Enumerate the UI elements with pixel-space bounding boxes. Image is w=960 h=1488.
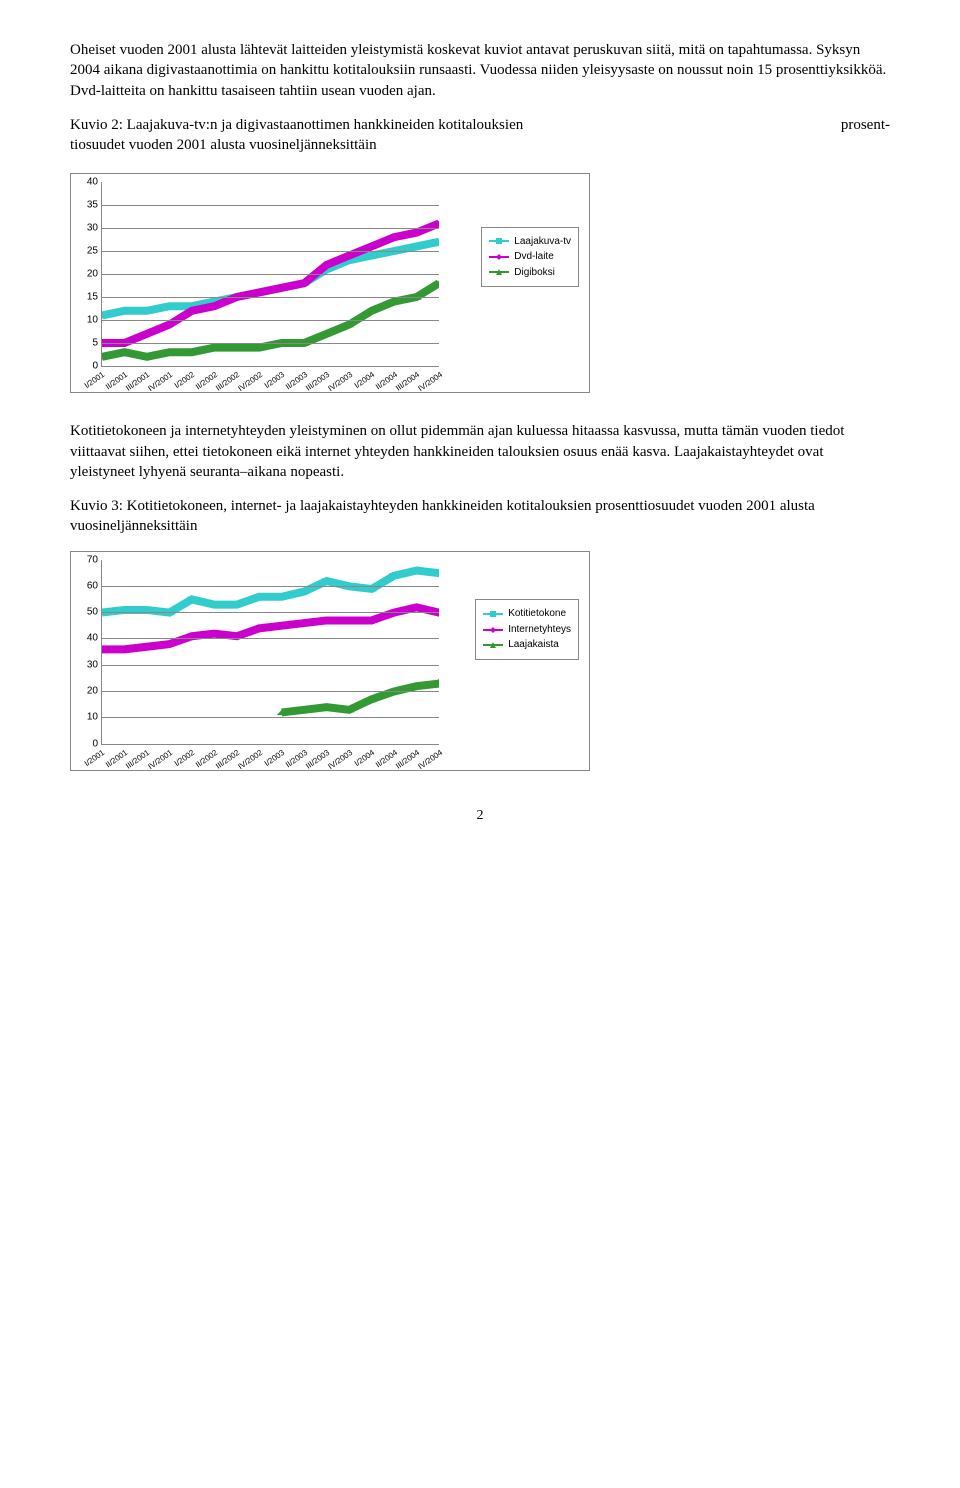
y-tick: 10	[76, 710, 98, 724]
legend-item: Laajakaista	[483, 638, 571, 652]
x-tick: III/2001	[124, 748, 152, 772]
y-tick: 40	[76, 176, 98, 190]
x-tick: II/2004	[374, 370, 400, 393]
x-tick: IV/2002	[236, 370, 265, 395]
x-tick: I/2003	[263, 748, 287, 770]
y-tick: 0	[76, 737, 98, 751]
legend-item: Kotitietokone	[483, 607, 571, 621]
y-tick: 40	[76, 632, 98, 646]
x-tick: IV/2002	[236, 748, 265, 773]
legend-item: Internetyhteys	[483, 623, 571, 637]
y-tick: 60	[76, 579, 98, 593]
x-tick: III/2002	[214, 748, 242, 772]
paragraph-1: Oheiset vuoden 2001 alusta lähtevät lait…	[70, 40, 890, 101]
legend-label: Laajakuva-tv	[514, 235, 571, 249]
x-tick: I/2004	[353, 370, 377, 392]
y-tick: 50	[76, 605, 98, 619]
x-tick: III/2004	[395, 370, 423, 394]
y-tick: 70	[76, 553, 98, 567]
y-tick: 15	[76, 291, 98, 305]
x-tick: IV/2003	[326, 748, 355, 773]
chart-2: 010203040506070 I/2001II/2001III/2001IV/…	[70, 551, 590, 771]
x-tick: II/2001	[103, 370, 129, 393]
chart1-caption-right: prosent-	[841, 115, 890, 135]
chart-1-legend: Laajakuva-tvDvd-laite Digiboksi	[481, 227, 579, 288]
x-tick: II/2003	[284, 370, 310, 393]
x-tick: I/2003	[263, 370, 287, 392]
x-tick: III/2003	[304, 748, 332, 772]
x-tick: IV/2004	[416, 370, 445, 395]
x-tick: IV/2003	[326, 370, 355, 395]
x-tick: I/2001	[83, 370, 107, 392]
x-tick: III/2002	[214, 370, 242, 394]
y-tick: 30	[76, 222, 98, 236]
legend-label: Digiboksi	[514, 266, 555, 280]
y-tick: 20	[76, 684, 98, 698]
y-tick: 0	[76, 360, 98, 374]
legend-item: Dvd-laite	[489, 250, 571, 264]
x-tick: IV/2001	[146, 748, 175, 773]
x-tick: IV/2004	[416, 748, 445, 773]
x-tick: II/2002	[194, 370, 220, 393]
y-tick: 35	[76, 199, 98, 213]
chart1-caption: Kuvio 2: Laajakuva-tv:n ja digivastaanot…	[70, 115, 890, 156]
chart-1: 0510152025303540 I/2001II/2001III/2001IV…	[70, 173, 590, 393]
legend-label: Internetyhteys	[508, 623, 571, 637]
y-tick: 20	[76, 268, 98, 282]
page-number: 2	[70, 807, 890, 826]
x-tick: IV/2001	[146, 370, 175, 395]
chart2-caption: Kuvio 3: Kotitietokoneen, internet- ja l…	[70, 496, 890, 537]
x-tick: III/2003	[304, 370, 332, 394]
legend-item: Laajakuva-tv	[489, 235, 571, 249]
legend-item: Digiboksi	[489, 266, 571, 280]
y-tick: 30	[76, 658, 98, 672]
chart-2-legend: Kotitietokone InternetyhteysLaajakaista	[475, 599, 579, 660]
x-tick: I/2002	[173, 748, 197, 770]
x-tick: I/2002	[173, 370, 197, 392]
paragraph-2: Kotitietokoneen ja internetyhteyden ylei…	[70, 421, 890, 482]
x-tick: I/2004	[353, 748, 377, 770]
legend-label: Kotitietokone	[508, 607, 566, 621]
x-tick: I/2001	[83, 748, 107, 770]
x-tick: III/2001	[124, 370, 152, 394]
legend-label: Dvd-laite	[514, 250, 553, 264]
chart1-caption-left: Kuvio 2: Laajakuva-tv:n ja digivastaanot…	[70, 115, 523, 135]
y-tick: 10	[76, 314, 98, 328]
y-tick: 25	[76, 245, 98, 259]
legend-label: Laajakaista	[508, 638, 559, 652]
chart1-caption-line2: tiosuudet vuoden 2001 alusta vuosineljän…	[70, 135, 890, 155]
y-tick: 5	[76, 337, 98, 351]
